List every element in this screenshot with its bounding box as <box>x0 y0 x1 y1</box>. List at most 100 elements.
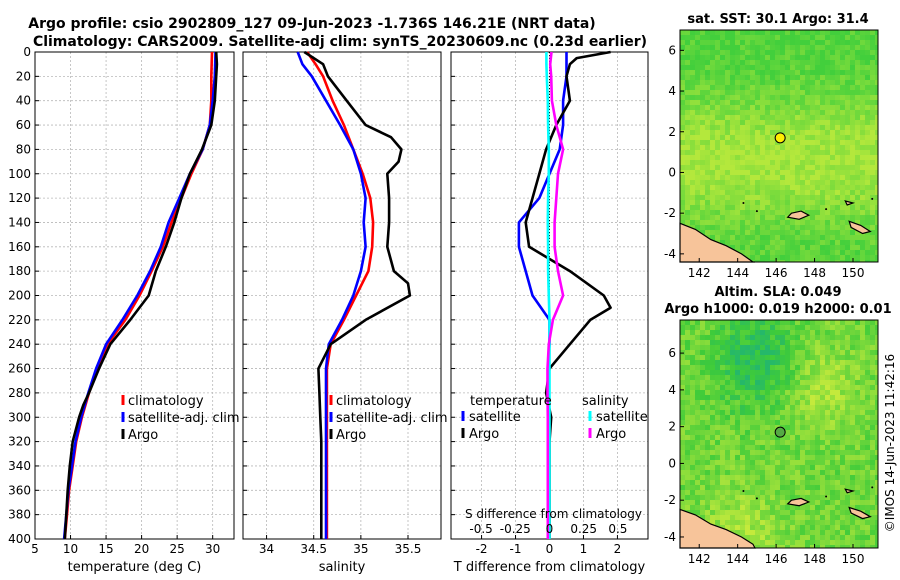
map-cell <box>835 455 841 461</box>
map-cell <box>720 175 726 181</box>
map-cell <box>730 415 736 421</box>
series-line-argo <box>303 50 412 539</box>
map-cell <box>845 495 851 501</box>
map-cell <box>685 485 691 491</box>
map-cell <box>680 140 686 146</box>
map-cell <box>750 370 756 376</box>
map-cell <box>725 390 731 396</box>
map-cell <box>680 500 686 506</box>
map-cell <box>845 410 851 416</box>
map-cell <box>775 350 781 356</box>
map-cell <box>830 545 836 549</box>
map-cell <box>800 100 806 106</box>
map-cell <box>775 60 781 66</box>
map-cell <box>700 490 706 496</box>
map-cell <box>855 465 861 471</box>
map-cell <box>725 355 731 361</box>
map-cell <box>860 535 866 541</box>
map-cell <box>840 125 846 131</box>
map-cell <box>725 460 731 466</box>
map-cell <box>775 465 781 471</box>
map-cell <box>795 510 801 516</box>
map-cell <box>700 90 706 96</box>
map-cell <box>760 330 766 336</box>
map-cell <box>810 90 816 96</box>
map-cell <box>780 230 786 236</box>
map-cell <box>795 180 801 186</box>
map-cell <box>730 120 736 126</box>
map-cell <box>835 505 841 511</box>
map-cell <box>840 345 846 351</box>
map-cell <box>735 205 741 211</box>
map-cell <box>795 190 801 196</box>
map-cell <box>845 215 851 221</box>
map-cell <box>745 245 751 251</box>
map-cell <box>765 80 771 86</box>
map-cell <box>745 235 751 241</box>
map-cell <box>695 480 701 486</box>
map-cell <box>850 380 856 386</box>
map-cell <box>810 465 816 471</box>
map-cell <box>805 530 811 536</box>
map-cell <box>830 65 836 71</box>
map-cell <box>700 210 706 216</box>
map-cell <box>700 155 706 161</box>
map-cell <box>770 495 776 501</box>
map-cell <box>855 485 861 491</box>
map-cell <box>760 180 766 186</box>
map-cell <box>745 80 751 86</box>
map-cell <box>800 465 806 471</box>
map-cell <box>790 120 796 126</box>
map-cell <box>840 320 846 326</box>
map-cell <box>805 485 811 491</box>
map-cell <box>845 415 851 421</box>
map-cell <box>865 220 871 226</box>
map-cell <box>735 245 741 251</box>
map-cell <box>810 450 816 456</box>
map-cell <box>795 250 801 256</box>
map-cell <box>855 390 861 396</box>
map-cell <box>775 225 781 231</box>
map-cell <box>780 260 786 263</box>
map-cell <box>695 50 701 56</box>
map-cell <box>690 225 696 231</box>
map-cell <box>695 155 701 161</box>
map-cell <box>840 335 846 341</box>
map-cell <box>775 525 781 531</box>
map-cell <box>825 370 831 376</box>
map-cell <box>790 30 796 36</box>
map-cell <box>705 170 711 176</box>
map-cell <box>765 515 771 521</box>
map-cell <box>680 120 686 126</box>
map-cell <box>790 40 796 46</box>
map-cell <box>875 220 879 226</box>
map-cell <box>750 425 756 431</box>
map-cell <box>865 75 871 81</box>
map-cell <box>820 340 826 346</box>
map-cell <box>710 490 716 496</box>
map-cell <box>855 135 861 141</box>
map-cell <box>755 375 761 381</box>
map-cell <box>875 45 879 51</box>
map-cell <box>765 75 771 81</box>
map-cell <box>765 245 771 251</box>
map-cell <box>685 440 691 446</box>
map-cell <box>815 55 821 61</box>
map-cell <box>745 190 751 196</box>
map-cell <box>815 175 821 181</box>
map-cell <box>875 365 879 371</box>
map-cell <box>810 135 816 141</box>
map-cell <box>840 475 846 481</box>
map-cell <box>820 440 826 446</box>
map-cell <box>680 50 686 56</box>
map-cell <box>825 210 831 216</box>
map-cell <box>830 340 836 346</box>
map-cell <box>715 50 721 56</box>
map-cell <box>730 350 736 356</box>
map-cell <box>735 40 741 46</box>
map-cell <box>745 125 751 131</box>
map-cell <box>705 135 711 141</box>
map-cell <box>800 475 806 481</box>
map-cell <box>710 385 716 391</box>
map-cell <box>830 435 836 441</box>
